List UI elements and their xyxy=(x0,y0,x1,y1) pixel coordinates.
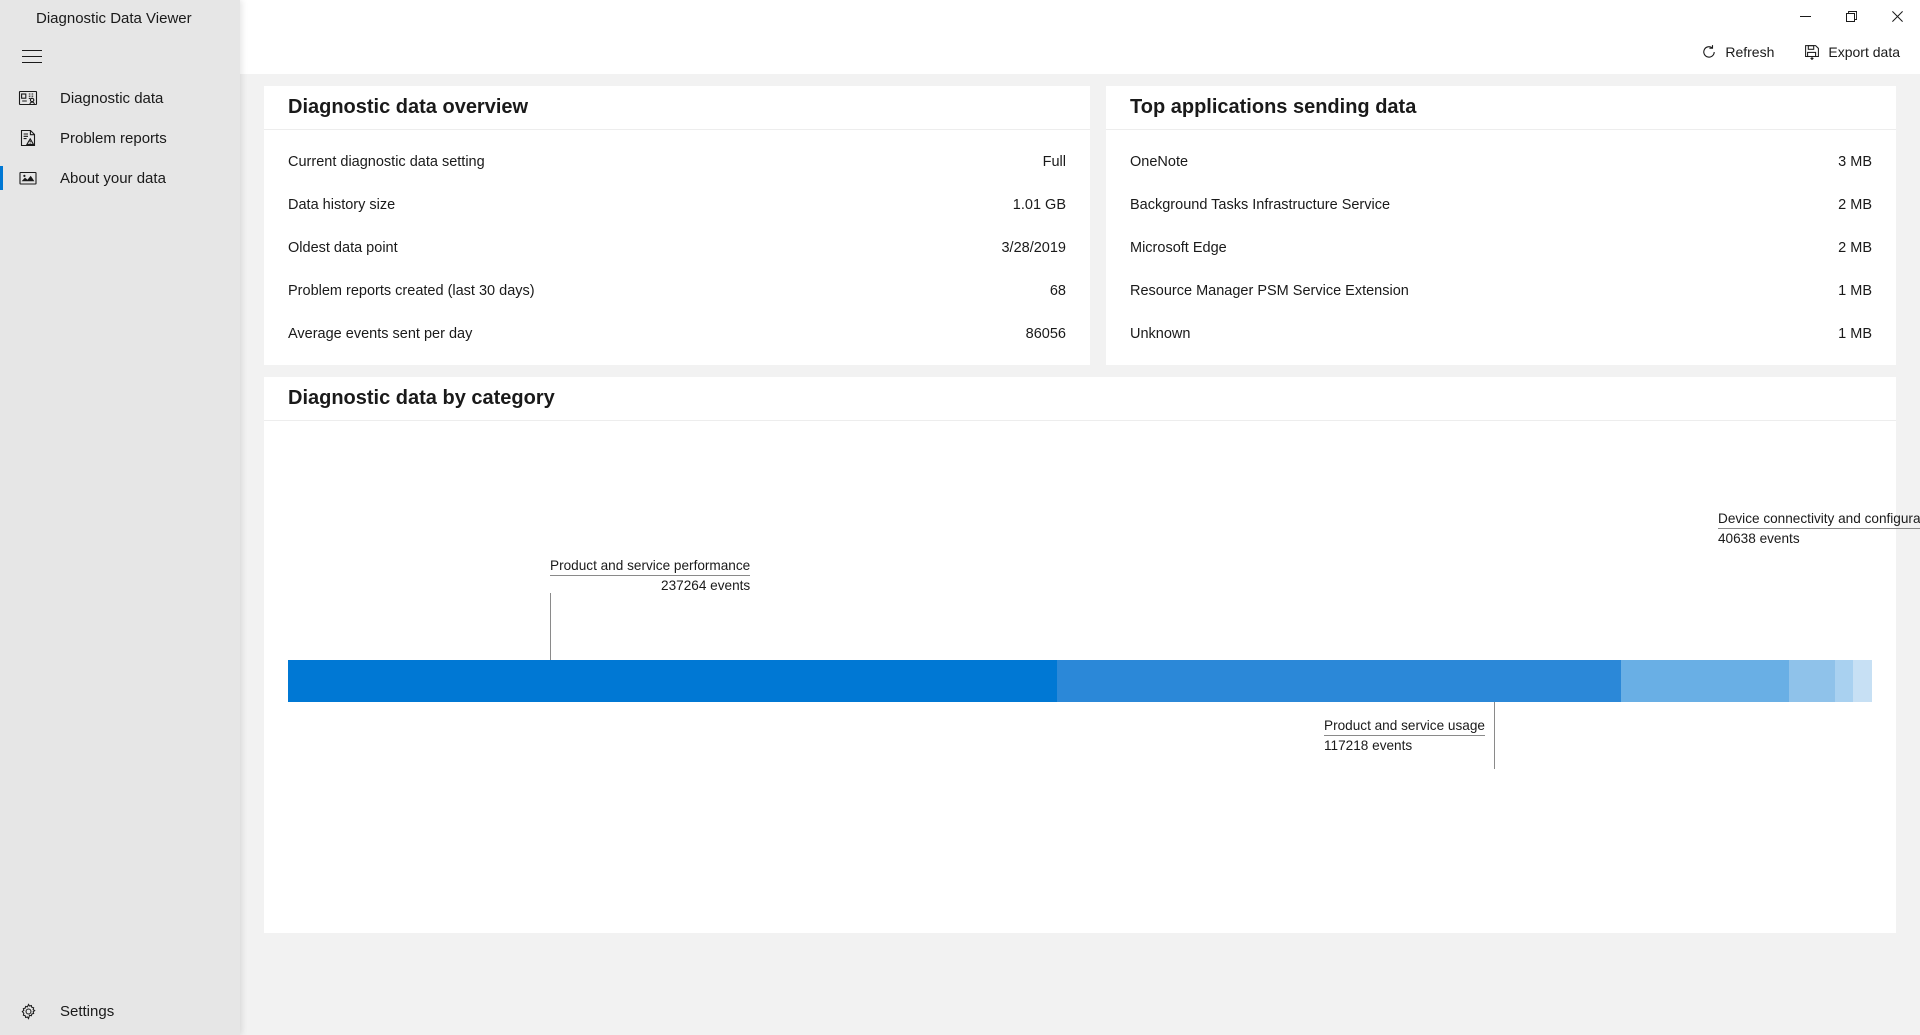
minimize-icon[interactable] xyxy=(1782,0,1828,32)
row-key: Data history size xyxy=(288,196,396,213)
row-key: Oldest data point xyxy=(288,239,398,256)
row-value: 2 MB xyxy=(1838,239,1872,256)
row-value: 2 MB xyxy=(1838,196,1872,213)
chart-label-name: Product and service performance xyxy=(550,557,751,576)
refresh-label: Refresh xyxy=(1725,44,1775,60)
bar-segment-product-and-service-usage[interactable] xyxy=(1057,660,1621,702)
export-data-label: Export data xyxy=(1828,44,1900,60)
chart-label-count: 40638 events xyxy=(1718,531,1800,546)
sidebar-item-label: Diagnostic data xyxy=(60,89,164,107)
card-title: Diagnostic data by category xyxy=(288,387,555,409)
overview-list: Current diagnostic data setting Full Dat… xyxy=(264,130,1090,355)
main-area: Refresh Export data xyxy=(240,0,1920,1035)
chart-label-name: Product and service usage xyxy=(1324,717,1485,736)
sidebar: Diagnostic Data Viewer Diagnos xyxy=(0,0,240,1035)
window-controls xyxy=(1782,0,1920,32)
list-item: Microsoft Edge 2 MB xyxy=(1130,226,1872,269)
list-item: Average events sent per day 86056 xyxy=(288,312,1066,355)
row-key: Current diagnostic data setting xyxy=(288,153,485,170)
row-value: 68 xyxy=(1049,282,1066,299)
sidebar-nav: Diagnostic data Problem reports xyxy=(0,78,240,198)
stacked-bar-chart: Product and service performance 237264 e… xyxy=(264,421,1920,933)
bar-segment-product-and-service-performance[interactable] xyxy=(288,660,1058,702)
bar-segment-device-connectivity-and-configuration[interactable] xyxy=(1620,660,1789,702)
list-item: Current diagnostic data setting Full xyxy=(288,140,1066,183)
bar-segment-browsing-history[interactable] xyxy=(1834,660,1854,702)
leader-line xyxy=(1494,702,1495,769)
list-item: Background Tasks Infrastructure Service … xyxy=(1130,183,1872,226)
title-bar: Refresh Export data xyxy=(240,0,1920,74)
sidebar-item-about-your-data[interactable]: About your data xyxy=(0,158,240,198)
sidebar-item-problem-reports[interactable]: Problem reports xyxy=(0,118,240,158)
row-key: Resource Manager PSM Service Extension xyxy=(1130,282,1409,299)
sidebar-item-diagnostic-data[interactable]: Diagnostic data xyxy=(0,78,240,118)
about-your-data-icon xyxy=(12,162,44,194)
row-value: Full xyxy=(1042,153,1066,170)
chart-label-device-connectivity-and-configuration: Device connectivity and configuration 40… xyxy=(1718,510,1920,547)
row-key: OneNote xyxy=(1130,153,1189,170)
gear-icon xyxy=(12,995,44,1027)
command-bar: Refresh Export data xyxy=(1697,38,1904,66)
hamburger-icon[interactable] xyxy=(8,36,56,76)
top-applications-card: Top applications sending data OneNote 3 … xyxy=(1106,86,1896,365)
row-value: 3 MB xyxy=(1838,153,1872,170)
card-header: Top applications sending data xyxy=(1106,86,1896,130)
row-value: 1 MB xyxy=(1838,325,1872,342)
refresh-button[interactable]: Refresh xyxy=(1697,38,1778,66)
leader-line xyxy=(550,593,551,660)
chart-label-count: 117218 events xyxy=(1324,738,1413,753)
card-title: Top applications sending data xyxy=(1130,96,1417,118)
chart-label-product-and-service-usage: Product and service usage 117218 events xyxy=(1324,717,1485,754)
export-data-button[interactable]: Export data xyxy=(1800,38,1904,66)
row-value: 86056 xyxy=(1025,325,1066,342)
topapps-list: OneNote 3 MB Background Tasks Infrastruc… xyxy=(1106,130,1896,355)
chart-label-name: Device connectivity and configuration xyxy=(1718,510,1920,529)
app-title: Diagnostic Data Viewer xyxy=(36,10,192,27)
sidebar-item-label: Problem reports xyxy=(60,129,167,147)
bar-segment-software-setup-and-inventory[interactable] xyxy=(1788,660,1835,702)
list-item: Problem reports created (last 30 days) 6… xyxy=(288,269,1066,312)
bar-segment-inking-typing-and-speech-utterance[interactable] xyxy=(1853,660,1872,702)
row-key: Microsoft Edge xyxy=(1130,239,1227,256)
selection-indicator xyxy=(0,166,3,190)
diagnostic-data-overview-card: Diagnostic data overview Current diagnos… xyxy=(264,86,1090,365)
sidebar-item-label: Settings xyxy=(60,1002,115,1020)
sidebar-item-settings[interactable]: Settings xyxy=(0,987,240,1035)
row-key: Average events sent per day xyxy=(288,325,473,342)
list-item: OneNote 3 MB xyxy=(1130,140,1872,183)
row-value: 1 MB xyxy=(1838,282,1872,299)
card-header: Diagnostic data by category xyxy=(264,377,1896,421)
content-area: Diagnostic data overview Current diagnos… xyxy=(240,74,1920,1035)
row-key: Problem reports created (last 30 days) xyxy=(288,282,535,299)
stacked-bar xyxy=(288,660,1872,702)
problem-reports-icon xyxy=(12,122,44,154)
list-item: Data history size 1.01 GB xyxy=(288,183,1066,226)
chart-label-count: 237264 events xyxy=(661,578,751,593)
sidebar-item-label: About your data xyxy=(60,169,166,187)
card-header: Diagnostic data overview xyxy=(264,86,1090,130)
refresh-icon xyxy=(1701,44,1717,60)
row-value: 3/28/2019 xyxy=(1001,239,1066,256)
list-item: Unknown 1 MB xyxy=(1130,312,1872,355)
diagnostic-data-by-category-card: Diagnostic data by category xyxy=(264,377,1920,933)
row-key: Unknown xyxy=(1130,325,1191,342)
list-item: Resource Manager PSM Service Extension 1… xyxy=(1130,269,1872,312)
chart-label-product-and-service-performance: Product and service performance 237264 e… xyxy=(550,557,751,594)
save-export-icon xyxy=(1804,44,1820,60)
row-value: 1.01 GB xyxy=(1012,196,1066,213)
card-title: Diagnostic data overview xyxy=(288,96,529,118)
row-key: Background Tasks Infrastructure Service xyxy=(1130,196,1391,213)
maximize-icon[interactable] xyxy=(1828,0,1874,32)
list-item: Oldest data point 3/28/2019 xyxy=(288,226,1066,269)
close-icon[interactable] xyxy=(1874,0,1920,32)
diagnostic-data-icon xyxy=(12,82,44,114)
